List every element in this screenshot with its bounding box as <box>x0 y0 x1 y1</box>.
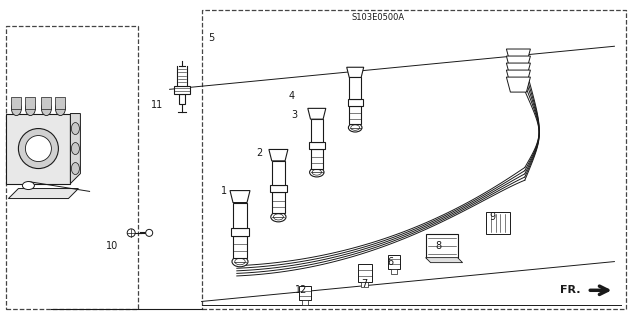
Bar <box>310 149 323 169</box>
Text: 8: 8 <box>435 241 442 251</box>
Bar <box>233 203 247 227</box>
Text: S103E0500A: S103E0500A <box>351 13 404 22</box>
Text: 1: 1 <box>221 186 227 197</box>
Text: 6: 6 <box>387 256 394 267</box>
Ellipse shape <box>271 212 286 222</box>
Text: 4: 4 <box>288 91 294 101</box>
Bar <box>486 212 510 234</box>
Ellipse shape <box>273 214 284 220</box>
Bar <box>362 282 368 287</box>
Text: 5: 5 <box>208 33 214 43</box>
Bar <box>358 264 372 282</box>
Text: 11: 11 <box>150 100 163 110</box>
Polygon shape <box>347 67 364 78</box>
Bar <box>202 10 626 309</box>
Ellipse shape <box>72 122 79 135</box>
Polygon shape <box>308 108 326 119</box>
Text: 2: 2 <box>256 148 262 158</box>
Bar <box>349 78 361 99</box>
Bar <box>390 269 397 274</box>
Ellipse shape <box>12 101 21 115</box>
Bar <box>233 235 247 257</box>
Polygon shape <box>506 49 531 64</box>
Bar <box>426 234 458 258</box>
Bar <box>272 161 285 185</box>
Ellipse shape <box>22 182 35 189</box>
Ellipse shape <box>72 143 79 154</box>
Bar <box>179 94 186 104</box>
Bar <box>300 286 311 300</box>
Polygon shape <box>506 70 531 85</box>
Polygon shape <box>506 63 531 78</box>
Bar <box>302 300 308 306</box>
Bar <box>12 97 21 108</box>
Bar <box>272 192 285 213</box>
Polygon shape <box>269 150 288 161</box>
Ellipse shape <box>26 101 35 115</box>
Bar <box>308 142 325 149</box>
Ellipse shape <box>42 101 51 115</box>
Bar <box>26 97 35 108</box>
Ellipse shape <box>232 256 248 267</box>
Ellipse shape <box>310 167 324 177</box>
Bar <box>231 227 249 235</box>
Polygon shape <box>506 77 531 92</box>
Ellipse shape <box>348 123 362 132</box>
Ellipse shape <box>351 125 360 130</box>
Bar <box>56 97 65 108</box>
Bar <box>6 26 138 309</box>
Bar <box>270 185 287 192</box>
Bar <box>6 114 70 183</box>
Text: 10: 10 <box>106 241 118 251</box>
Text: 12: 12 <box>294 285 307 295</box>
Text: FR.: FR. <box>560 285 580 295</box>
Bar <box>310 119 323 142</box>
Ellipse shape <box>72 163 79 174</box>
Bar <box>388 255 399 269</box>
Bar <box>42 97 51 108</box>
Ellipse shape <box>312 169 321 175</box>
Bar <box>349 106 361 124</box>
Circle shape <box>26 136 51 161</box>
Ellipse shape <box>56 101 65 115</box>
Text: 3: 3 <box>291 110 298 120</box>
Circle shape <box>146 229 153 236</box>
Polygon shape <box>230 190 250 203</box>
Circle shape <box>127 229 135 237</box>
Polygon shape <box>8 189 79 198</box>
Polygon shape <box>506 56 531 71</box>
Text: 9: 9 <box>490 212 496 222</box>
Ellipse shape <box>235 258 245 265</box>
Bar <box>348 99 363 106</box>
Polygon shape <box>426 258 463 263</box>
Polygon shape <box>70 114 81 183</box>
Circle shape <box>19 129 58 168</box>
Bar <box>174 86 191 94</box>
Text: 7: 7 <box>362 279 368 289</box>
